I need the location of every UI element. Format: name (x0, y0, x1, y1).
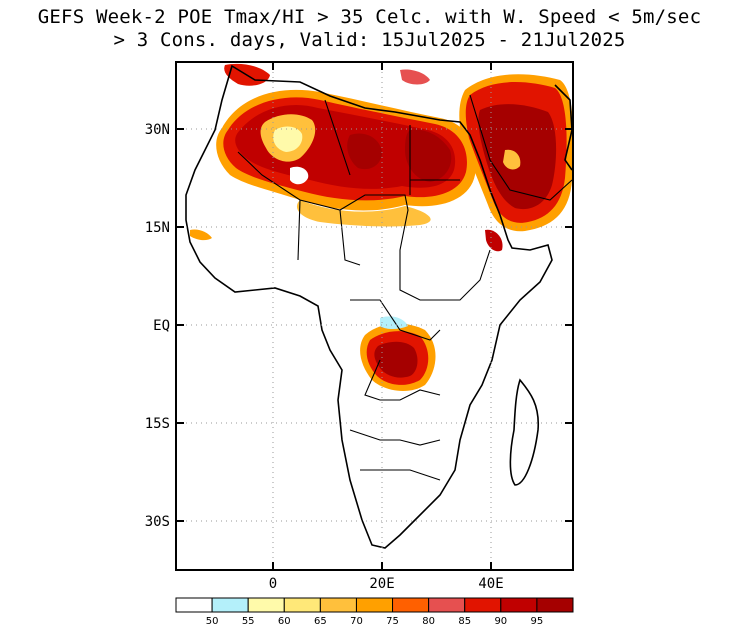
chart-title-line2: > 3 Cons. days, Valid: 15Jul2025 - 21Jul… (113, 29, 626, 51)
colorbar-swatch (355, 597, 394, 613)
colorbar-label: 90 (494, 616, 507, 627)
colorbar-swatch (283, 597, 321, 613)
colorbar-swatch (247, 597, 285, 613)
y-axis-ticks (176, 128, 573, 522)
colorbar-label: 95 (531, 616, 544, 627)
y-tick-label: 30N (145, 122, 170, 138)
colorbar-swatch (428, 597, 466, 613)
chart-title-line1: GEFS Week-2 POE Tmax/HI > 35 Celc. with … (37, 6, 702, 28)
x-tick-label: 0 (269, 576, 277, 592)
x-tick-label: 40E (478, 576, 503, 592)
colorbar-swatch (500, 597, 538, 613)
colorbar: 50 55 60 65 70 75 80 85 90 95 (175, 597, 574, 627)
colorbar-label: 85 (458, 616, 471, 627)
grid-lines (176, 62, 573, 570)
y-tick-label: 15N (145, 220, 170, 236)
colorbar-swatch (392, 597, 430, 613)
colorbar-label: 60 (278, 616, 291, 627)
y-tick-label: 30S (145, 514, 170, 530)
colorbar-label: 65 (314, 616, 327, 627)
colorbar-label: 70 (350, 616, 363, 627)
x-tick-label: 20E (369, 576, 394, 592)
colorbar-swatch (464, 597, 502, 613)
colorbar-label: 75 (386, 616, 399, 627)
heat-region-central (360, 316, 436, 392)
colorbar-label: 50 (206, 616, 219, 627)
x-axis-ticks (272, 62, 492, 570)
colorbar-swatch (175, 597, 213, 613)
heat-region-sahara (190, 63, 477, 241)
country-borders (237, 94, 573, 481)
colorbar-label: 80 (422, 616, 435, 627)
probability-field (190, 63, 573, 392)
y-tick-label: EQ (153, 318, 170, 334)
colorbar-swatch (536, 597, 574, 613)
heat-region-arabia (459, 74, 573, 252)
colorbar-swatch (211, 597, 249, 613)
map-frame (175, 61, 574, 571)
y-tick-label: 15S (145, 416, 170, 432)
colorbar-swatch (319, 597, 357, 613)
colorbar-label: 55 (242, 616, 255, 627)
